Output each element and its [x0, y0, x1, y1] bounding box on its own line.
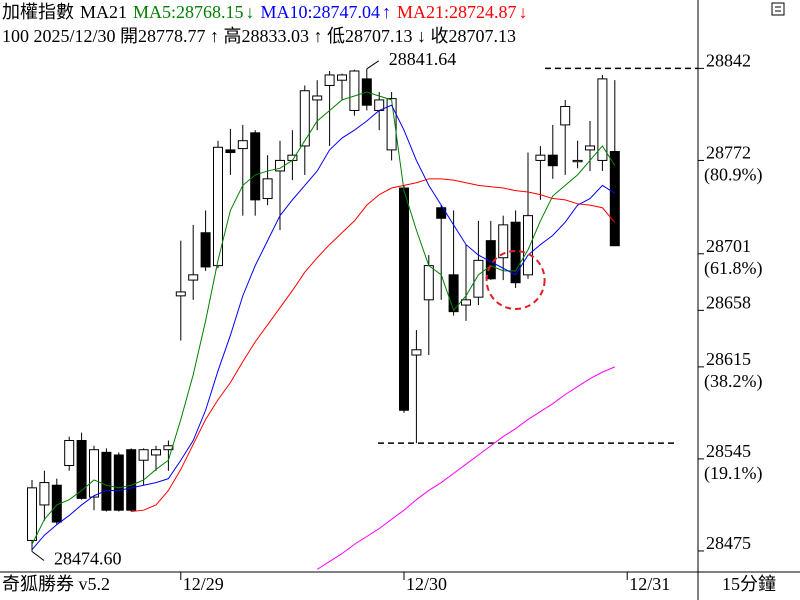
period-label[interactable]: 15分鐘 [722, 574, 776, 594]
indicator-name: MA21 [80, 2, 128, 22]
candle-body [237, 140, 248, 150]
legend-label: MA10:28747.04 [260, 2, 381, 22]
legend-trend: ↓ [518, 2, 528, 22]
candle-body [151, 449, 161, 456]
candle-body [225, 149, 236, 154]
candle-body [399, 187, 409, 411]
annotation-leader [366, 60, 380, 70]
candle-body [473, 259, 484, 298]
ma-line [316, 366, 615, 570]
candle-body [585, 145, 595, 151]
fib-label: (61.8%) [704, 258, 762, 279]
candle-body [113, 454, 124, 511]
y-tick-label: 28842 [706, 51, 751, 71]
y-tick-label: 28615 [706, 349, 751, 369]
window-icon[interactable] [771, 2, 785, 16]
candle-body [547, 154, 558, 167]
candle-body [250, 132, 261, 201]
candle-body [337, 74, 347, 81]
brand-label: 奇狐勝券 v5.2 [2, 574, 110, 594]
candle-body [324, 74, 335, 86]
legend-label: MA21:28724.87 [397, 2, 517, 22]
annotation-label: 28841.64 [389, 49, 457, 69]
candle-body [101, 451, 112, 511]
candle-body [535, 154, 546, 161]
x-tick-label: 12/30 [406, 574, 447, 594]
candle-body [448, 274, 459, 313]
legend: MA5:28768.15 ↓ MA10:28747.04 ↑ MA21:28724.87… [133, 2, 534, 22]
candle-body [213, 146, 223, 267]
y-tick-label: 28772 [706, 143, 751, 163]
legend-line: 加權指數 MA21 MA5:28768.15 ↓ MA10:28747.04 ↑ MA21:… [2, 1, 540, 23]
y-tick-label: 28658 [706, 292, 751, 312]
annotation-leader [31, 551, 45, 561]
candle-body [597, 78, 608, 161]
candle-body [299, 90, 310, 147]
candle-body [51, 484, 62, 523]
candle-body [510, 221, 521, 284]
candle-body [461, 299, 471, 306]
candle-body [175, 291, 186, 297]
candle-body [76, 440, 87, 499]
candle-body [609, 151, 620, 247]
candle-body [64, 440, 75, 466]
y-tick-label: 28475 [706, 533, 751, 553]
candle-body [138, 449, 149, 461]
x-tick-label: 12/31 [629, 574, 670, 594]
ma-line [31, 104, 616, 550]
y-tick-label: 28545 [706, 441, 751, 461]
y-tick-label: 28701 [706, 236, 751, 256]
candle-body [39, 482, 50, 506]
candle-body [312, 95, 323, 101]
legend-entry: MA21:28724.87 ↓ [397, 2, 528, 22]
legend-entry: MA5:28768.15 ↓ [133, 2, 255, 22]
candle-body [386, 98, 397, 151]
candle-body [163, 445, 174, 451]
candle-body [572, 159, 583, 163]
candle-body [523, 215, 533, 276]
fib-label: (80.9%) [704, 165, 762, 186]
legend-trend: ↓ [245, 2, 255, 22]
candle-body [262, 178, 273, 200]
highlight-circle [485, 249, 546, 310]
legend-entry: MA10:28747.04 ↑ [261, 2, 392, 22]
annotation-label: 28474.60 [54, 549, 122, 569]
candle-body [27, 487, 37, 541]
candle-body [349, 70, 360, 111]
fib-label: (38.2%) [704, 371, 762, 392]
candle-body [126, 449, 137, 511]
info-line: 100 2025/12/30 開28778.77 ↑ 高28833.03 ↑ 低… [2, 26, 517, 46]
ma-line [131, 178, 616, 513]
legend-trend: ↑ [382, 2, 392, 22]
candle-body [411, 349, 422, 356]
index-title: 加權指數 [2, 2, 74, 22]
candle-body [498, 224, 509, 259]
x-tick-label: 12/29 [183, 574, 224, 594]
candle-body [200, 232, 211, 268]
candle-body [89, 449, 99, 498]
legend-label: MA5:28768.15 [133, 2, 244, 22]
candle-body [423, 265, 434, 301]
candle-body [188, 274, 199, 281]
fib-label: (19.1%) [704, 463, 762, 484]
ma-line [31, 91, 616, 545]
candle-body [560, 106, 571, 126]
